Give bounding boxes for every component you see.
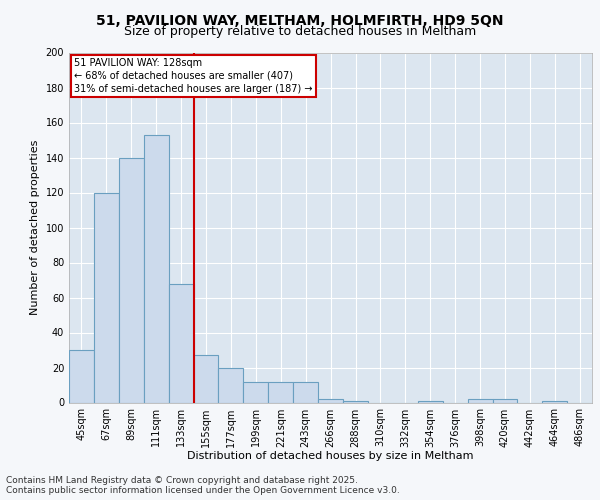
Bar <box>119 158 144 402</box>
Text: 51, PAVILION WAY, MELTHAM, HOLMFIRTH, HD9 5QN: 51, PAVILION WAY, MELTHAM, HOLMFIRTH, HD… <box>96 14 504 28</box>
X-axis label: Distribution of detached houses by size in Meltham: Distribution of detached houses by size … <box>187 451 474 461</box>
Bar <box>169 284 194 403</box>
Text: Contains HM Land Registry data © Crown copyright and database right 2025.
Contai: Contains HM Land Registry data © Crown c… <box>6 476 400 495</box>
Bar <box>542 401 567 402</box>
Bar <box>244 382 268 402</box>
Bar <box>343 401 368 402</box>
Bar <box>69 350 94 403</box>
Bar <box>194 355 218 403</box>
Bar <box>467 399 493 402</box>
Y-axis label: Number of detached properties: Number of detached properties <box>30 140 40 315</box>
Text: Size of property relative to detached houses in Meltham: Size of property relative to detached ho… <box>124 25 476 38</box>
Bar <box>268 382 293 402</box>
Bar <box>493 399 517 402</box>
Bar <box>94 192 119 402</box>
Bar <box>293 382 318 402</box>
Bar <box>144 134 169 402</box>
Bar <box>418 401 443 402</box>
Bar <box>318 399 343 402</box>
Bar <box>218 368 244 402</box>
Text: 51 PAVILION WAY: 128sqm
← 68% of detached houses are smaller (407)
31% of semi-d: 51 PAVILION WAY: 128sqm ← 68% of detache… <box>74 58 313 94</box>
